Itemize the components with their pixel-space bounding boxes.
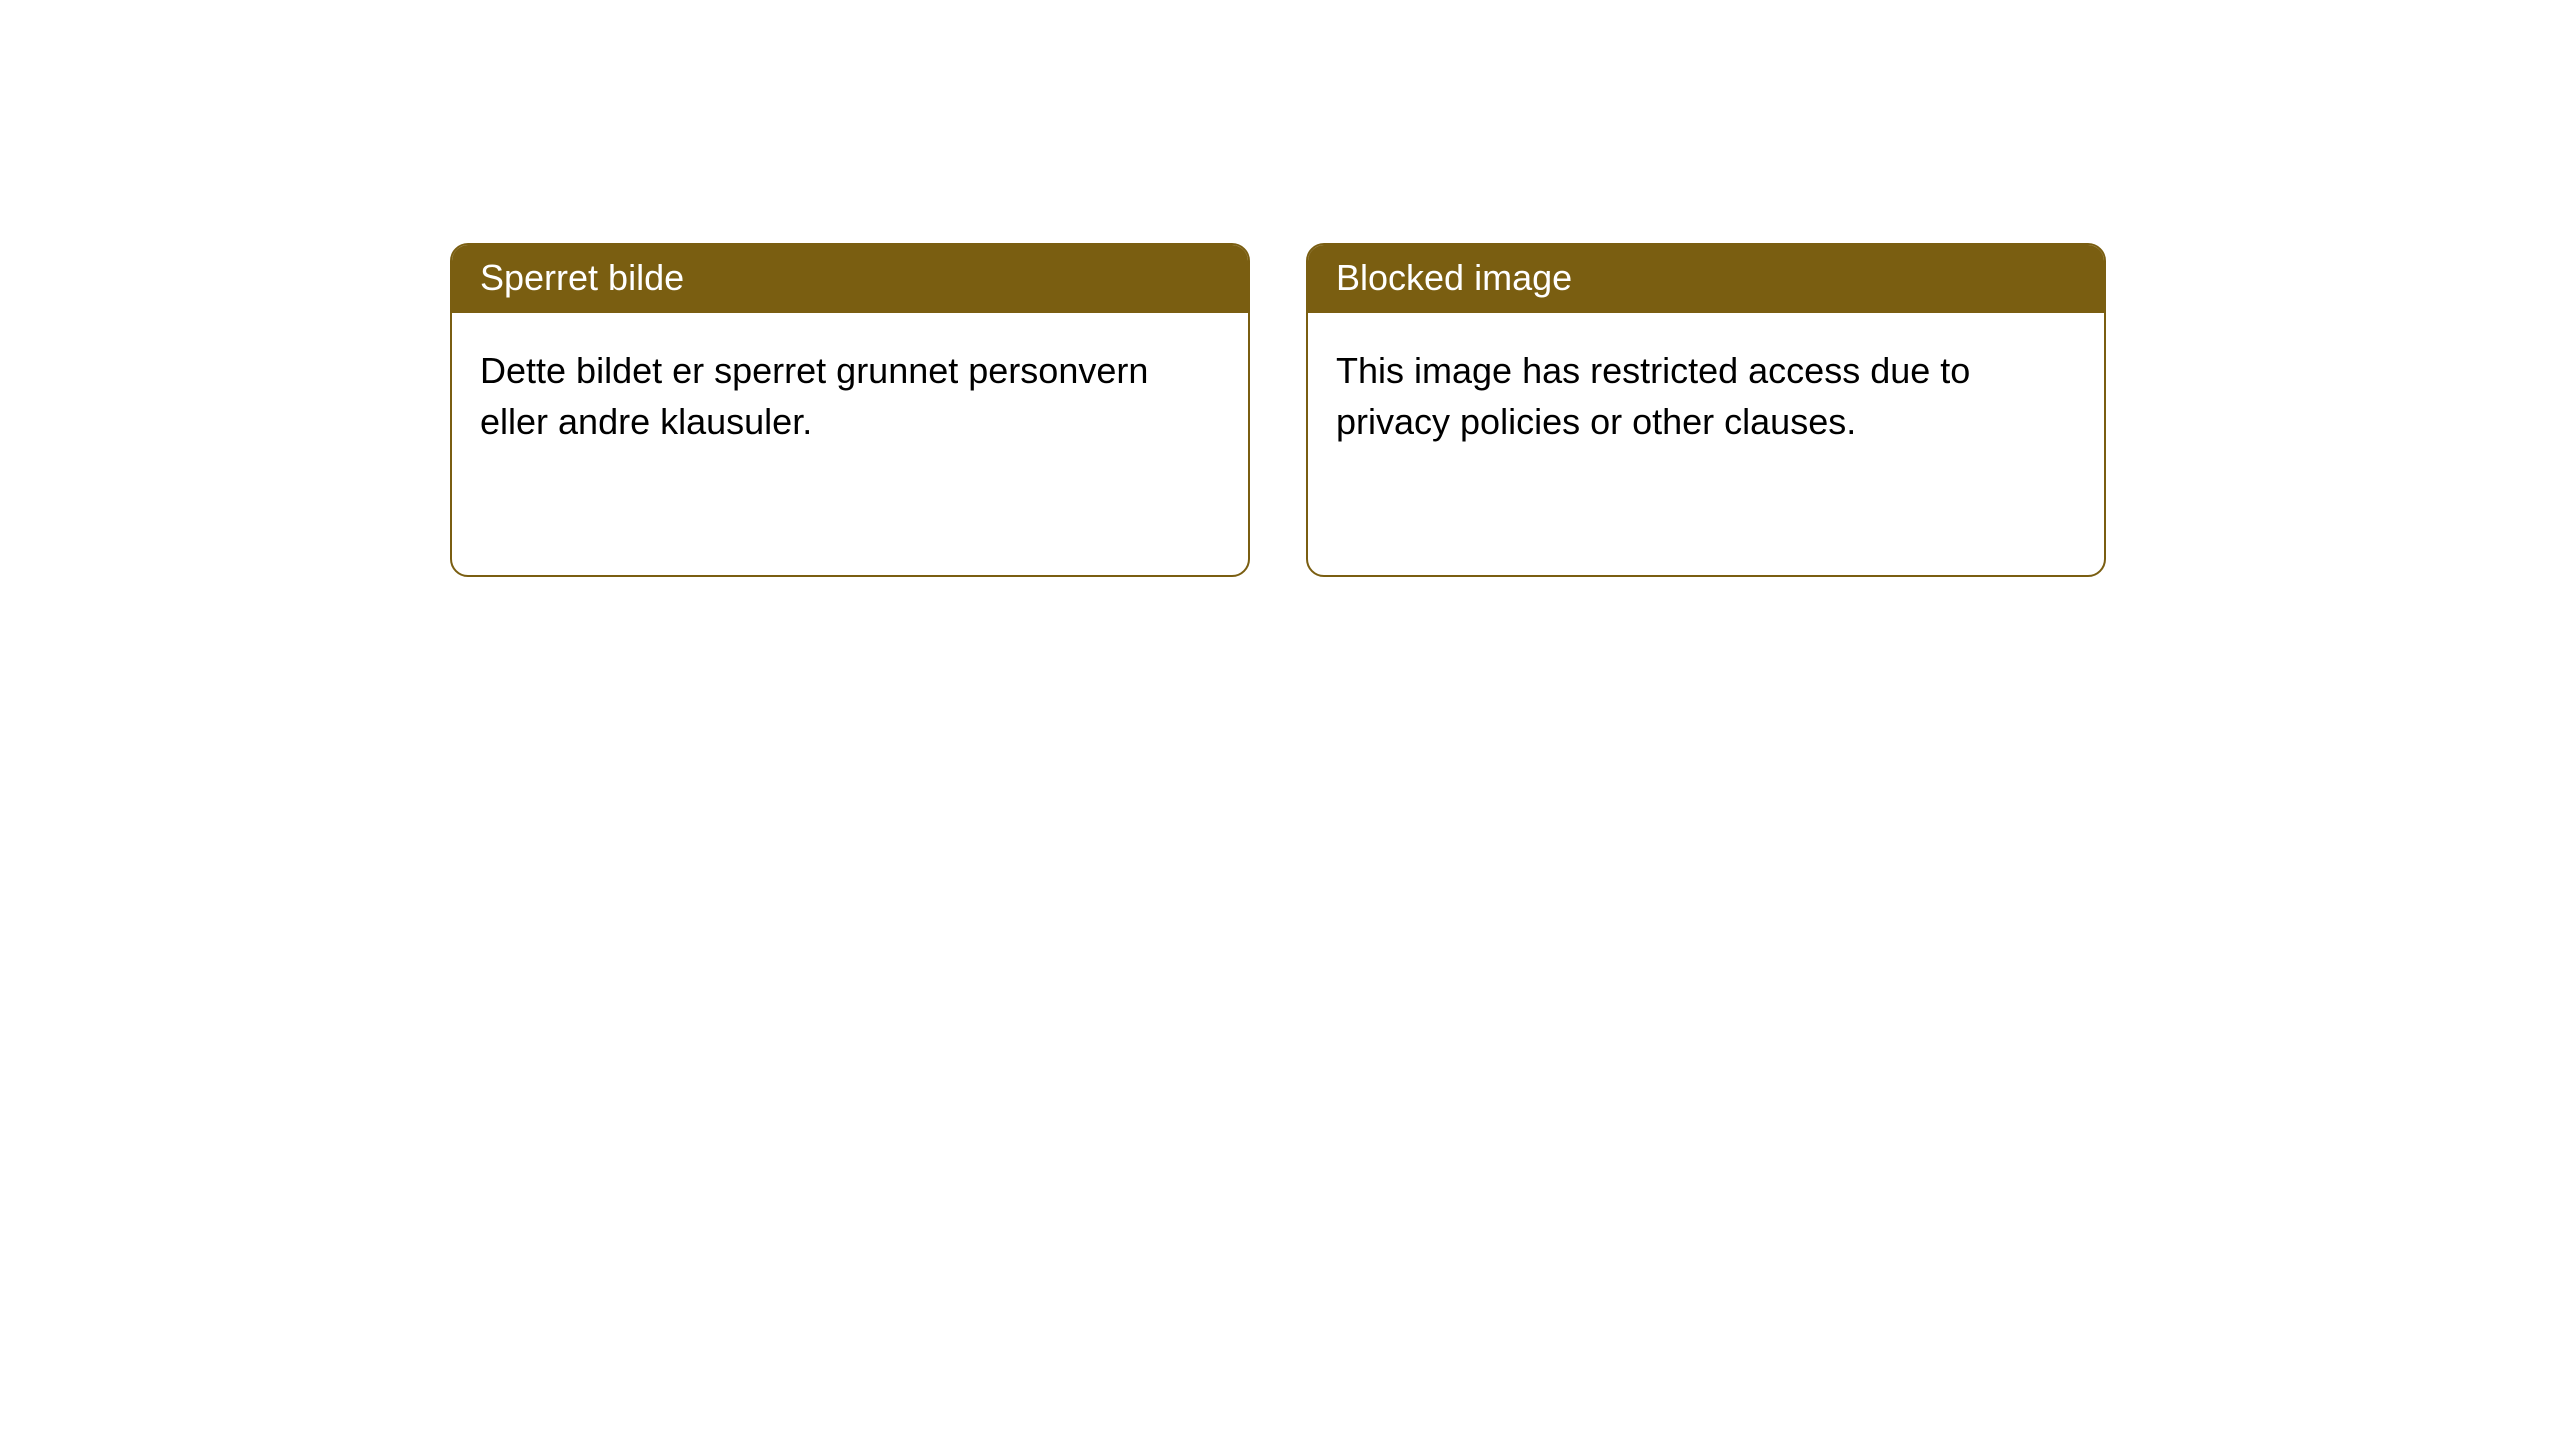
card-header: Blocked image [1308,245,2104,313]
notice-cards-container: Sperret bilde Dette bildet er sperret gr… [450,243,2106,577]
card-body: Dette bildet er sperret grunnet personve… [452,313,1248,479]
card-body: This image has restricted access due to … [1308,313,2104,479]
notice-card-norwegian: Sperret bilde Dette bildet er sperret gr… [450,243,1250,577]
notice-card-english: Blocked image This image has restricted … [1306,243,2106,577]
card-header: Sperret bilde [452,245,1248,313]
